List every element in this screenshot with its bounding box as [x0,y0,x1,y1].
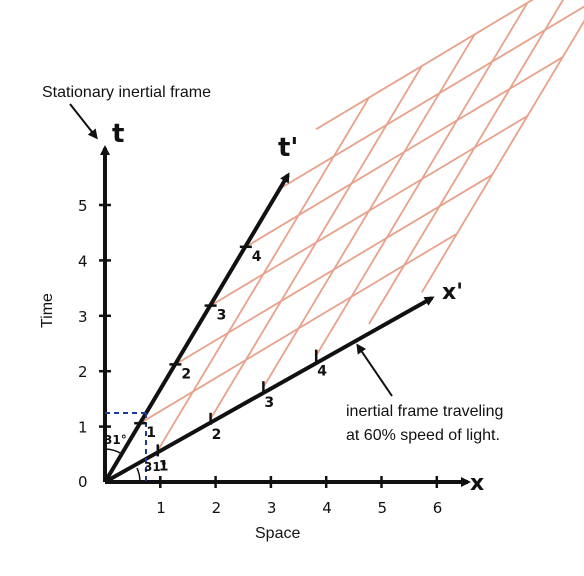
angle-label-upper: 31° [104,433,127,447]
x-tick-label-5: 5 [378,499,388,517]
grid-line-tprime-6 [315,0,534,130]
grid-line-xprime-6 [421,19,584,293]
t-prime-tick-label-4: 4 [252,249,262,265]
grid-line-xprime-5 [368,0,565,325]
t-tick-label-4: 4 [78,252,88,270]
x-prime-tick-label-3: 3 [264,395,274,411]
t-tick-label-2: 2 [78,363,88,381]
x-prime-axis-line [104,296,435,484]
x-tick-label-4: 4 [322,499,332,517]
x-axis-label: x [470,471,484,496]
moving-frame-grid [139,0,584,451]
angle-arc-lower [136,467,141,483]
origin-label: 0 [78,473,88,491]
x-prime-tick-label-1: 1 [159,458,169,474]
space-axis-name: Space [255,525,300,542]
x-tick-label-6: 6 [433,499,443,517]
x-tick-label-3: 3 [267,499,277,517]
moving-frame-label-line2: at 60% speed of light. [346,427,500,444]
t-tick-label-5: 5 [78,197,88,215]
t-axis-label: t [112,119,124,149]
stationary-frame-label: Stationary inertial frame [42,84,211,101]
dashed-guides [105,412,147,482]
t-axis-ticks: 1 2 3 4 5 [78,197,111,437]
x-prime-tick-label-2: 2 [212,427,222,443]
t-prime-tick-label-1: 1 [146,425,156,441]
moving-frame-label-line1: inertial frame traveling [346,403,503,420]
angle-label-lower: 31° [144,460,167,474]
stationary-frame-pointer [69,103,98,140]
moving-axes [103,172,435,484]
x-axis-ticks: 1 2 3 4 5 6 [156,476,442,517]
x-tick-label-1: 1 [156,499,166,517]
t-prime-axis-line [103,172,290,484]
x-prime-tick-label-4: 4 [317,364,327,380]
t-prime-axis-ticks: 1 2 3 4 [134,245,262,441]
x-prime-axis-label: x' [442,280,463,305]
moving-frame-pointer [356,343,393,397]
t-tick-label-3: 3 [78,308,88,326]
angle-arcs [104,448,141,483]
t-prime-axis-label: t' [278,133,298,163]
t-prime-tick-label-3: 3 [217,308,227,324]
x-prime-axis-ticks: 1 2 3 4 [156,349,327,474]
time-axis-name: Time [39,293,56,328]
x-tick-label-2: 2 [212,499,222,517]
angle-arc-upper [104,448,123,455]
t-prime-tick-label-2: 2 [181,366,191,382]
t-tick-label-1: 1 [78,419,88,437]
